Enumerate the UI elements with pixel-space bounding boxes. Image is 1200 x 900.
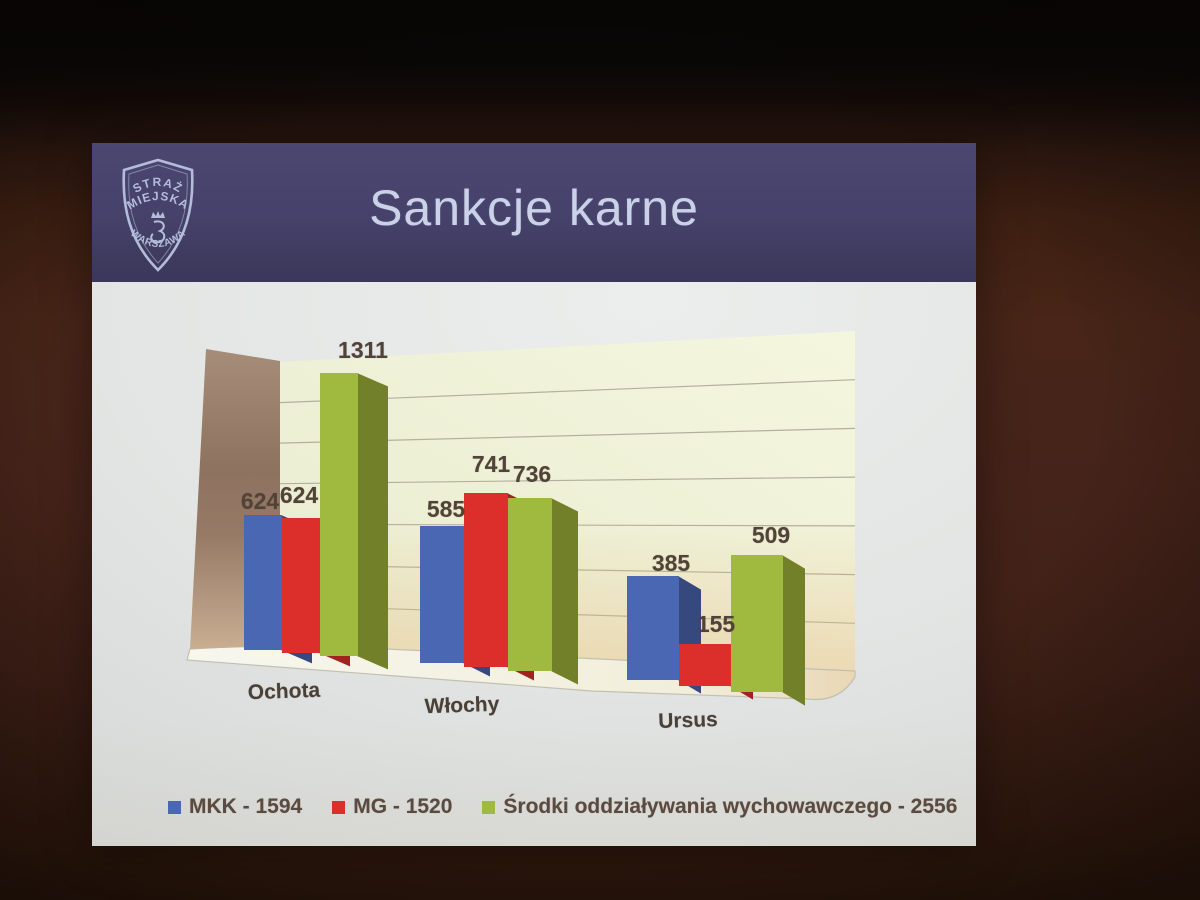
bar-side-face xyxy=(782,555,805,706)
bar-front-face xyxy=(508,498,552,671)
straz-miejska-warszawa-logo: STRAŻ MIEJSKA WARSZAWA xyxy=(122,158,194,272)
bar-front-face xyxy=(464,493,508,667)
legend-item: MKK - 1594 xyxy=(168,795,302,819)
legend-swatch-icon xyxy=(168,800,181,814)
svg-text:STRAŻ: STRAŻ xyxy=(130,175,186,196)
slide: STRAŻ MIEJSKA WARSZAWA Sankcje karne xyxy=(92,143,976,846)
legend-swatch-icon xyxy=(482,800,496,814)
logo-crown-icon xyxy=(151,211,165,218)
bar-value-label: 509 xyxy=(751,522,791,548)
bar-front-face xyxy=(320,373,358,656)
category-label: Ochota xyxy=(247,678,321,705)
bar-chart-3d: 624 624 1311 Ochota 585 741 736 Włochy 385 155 509… xyxy=(92,143,976,846)
legend-swatch-icon xyxy=(332,800,346,814)
bar-side-face xyxy=(551,498,578,685)
bar-front-face xyxy=(420,526,464,663)
bar-value-label: 155 xyxy=(696,611,736,637)
legend-item: Środki oddziaływania wychowawczego - 255… xyxy=(482,795,957,819)
bar-value-label: 385 xyxy=(651,550,691,576)
legend-label: MKK - 1594 xyxy=(189,795,303,818)
chart-legend: MKK - 1594 MG - 1520 Środki oddziaływania … xyxy=(168,795,957,819)
bar-front-face xyxy=(731,555,783,692)
bar-value-label: 736 xyxy=(512,461,552,487)
slide-title: Sankcje karne xyxy=(369,180,699,236)
bar-value-label: 624 xyxy=(279,482,319,508)
category-label: Włochy xyxy=(424,692,500,719)
logo-text-straz: STRAŻ xyxy=(130,175,184,196)
bar-front-face xyxy=(679,644,731,686)
bar-value-label: 741 xyxy=(471,451,511,477)
legend-label: MG - 1520 xyxy=(353,795,453,818)
bar-value-label: 624 xyxy=(240,488,280,514)
bar-value-label: 585 xyxy=(426,496,466,522)
legend-item: MG - 1520 xyxy=(332,795,452,819)
bar-side-face xyxy=(357,373,388,670)
logo-shield-outline xyxy=(122,158,194,272)
slide-header: STRAŻ MIEJSKA WARSZAWA Sankcje karne xyxy=(92,143,976,282)
bar-front-face xyxy=(282,518,320,653)
bar-front-face xyxy=(627,576,679,680)
logo-mermaid-icon xyxy=(150,220,166,244)
category-label: Ursus xyxy=(657,707,719,734)
bar-front-face xyxy=(244,515,282,650)
bar-value-label: 1311 xyxy=(338,337,388,363)
legend-label: Środki oddziaływania wychowawczego - 255… xyxy=(503,795,958,818)
